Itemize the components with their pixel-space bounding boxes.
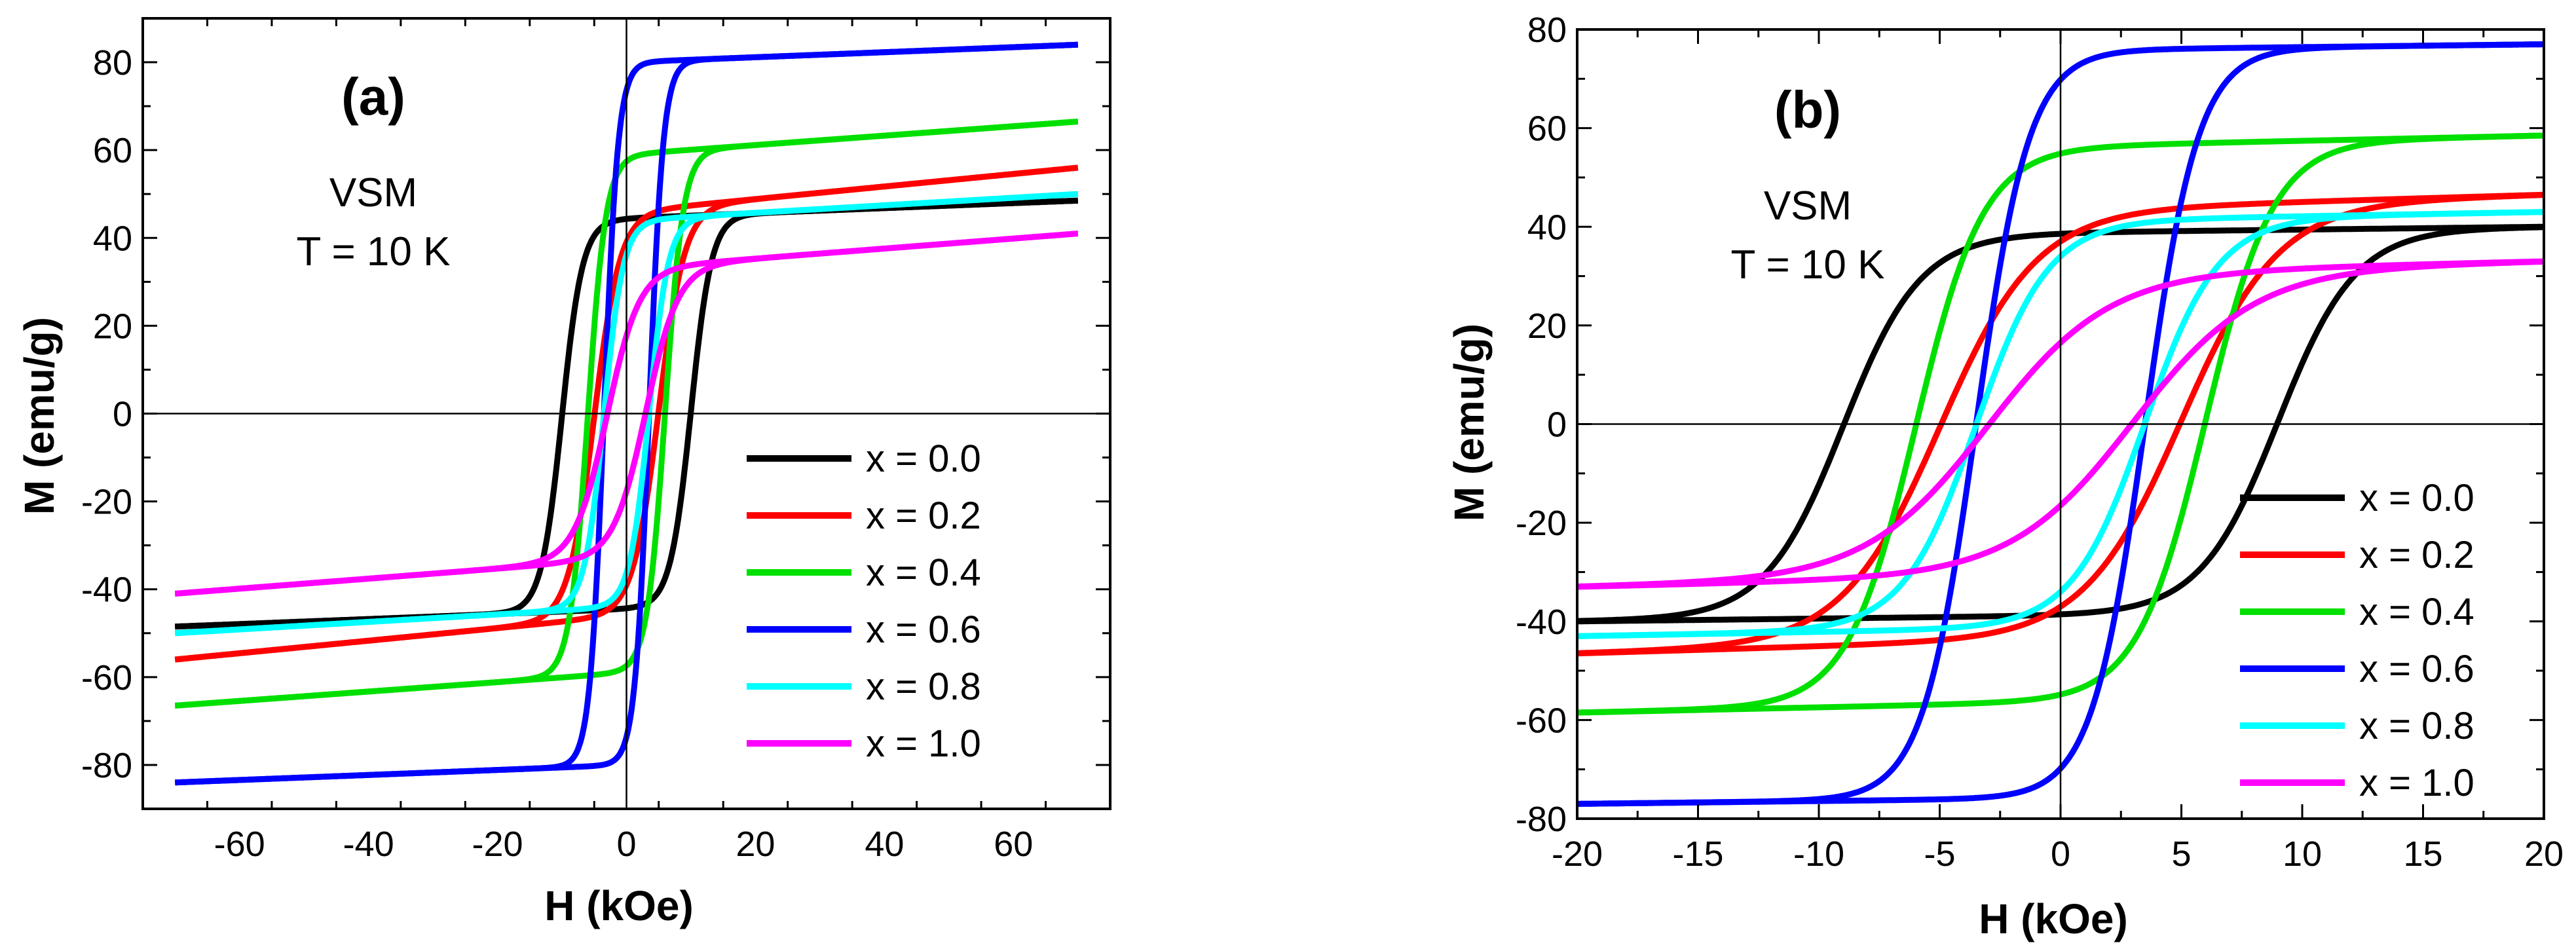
legend-b: x = 0.0 x = 0.2 x = 0.4 x = 0.6 x = 0.8 x = 1… [2240, 477, 2474, 804]
legend-label: x = 1.0 [866, 722, 981, 765]
legend-label: x = 0.2 [2359, 534, 2474, 576]
x-tick-label: -20 [472, 825, 523, 864]
zero-lines-b [1577, 29, 2544, 819]
zero-lines-a [143, 18, 1110, 809]
legend-a: x = 0.0 x = 0.2 x = 0.4 x = 0.6 x = 0.8 x = 1… [747, 437, 981, 765]
panel-label-b: (b) [1774, 81, 1841, 139]
x-tick-label: -15 [1672, 834, 1723, 874]
y-tick-label: 80 [93, 43, 132, 83]
x-tick-label: -5 [1924, 834, 1955, 874]
legend-label: x = 0.6 [2359, 648, 2474, 690]
x-tick-label: 20 [2524, 834, 2564, 874]
annotation-instrument-a: VSM [329, 170, 417, 215]
y-tick-label: 60 [93, 131, 132, 170]
x-tick-label: 60 [994, 825, 1033, 864]
x-tick-label: 20 [736, 825, 775, 864]
y-tick-label: -20 [81, 483, 132, 522]
panel-a: -60 -40 -20 0 20 40 60 -80 -60 -40 -20 0 20 40 60 80 (a… [16, 17, 1111, 929]
x-axis-title-a: H (kOe) [544, 882, 694, 929]
x-axis-title-b: H (kOe) [1979, 895, 2128, 942]
y-tick-label: -80 [81, 746, 132, 785]
annotation-temperature-b: T = 10 K [1731, 242, 1885, 288]
x-tick-label: 0 [616, 825, 636, 864]
y-tick-label: 20 [93, 307, 132, 346]
x-tick-label: 0 [2051, 834, 2070, 874]
x-tick-label: -20 [1552, 834, 1603, 874]
annotation-temperature-a: T = 10 K [297, 229, 451, 274]
legend-label: x = 0.4 [2359, 591, 2474, 633]
ticks-b: -20 -15 -10 -5 0 5 10 15 20 -80 -60 -40 -20 0 20 40 60 80 [1516, 10, 2564, 874]
legend-label: x = 0.8 [2359, 705, 2474, 747]
ticks-a: -60 -40 -20 0 20 40 60 -80 -60 -40 -20 0 20 40 60 80 [81, 17, 1111, 864]
x-tick-label: 5 [2171, 834, 2191, 874]
y-tick-label: 40 [93, 219, 132, 258]
y-tick-label: -60 [81, 658, 132, 698]
y-axis-title-a: M (emu/g) [16, 317, 63, 515]
y-tick-label: 40 [1527, 208, 1567, 247]
x-tick-label: 15 [2403, 834, 2442, 874]
legend-label: x = 1.0 [2359, 762, 2474, 804]
annotation-instrument-b: VSM [1764, 183, 1852, 229]
y-tick-label: -80 [1516, 800, 1567, 839]
legend-label: x = 0.4 [866, 551, 981, 594]
y-tick-label: -40 [81, 570, 132, 610]
y-tick-label: -20 [1516, 504, 1567, 543]
y-tick-label: 0 [1547, 405, 1567, 445]
y-tick-label: 80 [1527, 10, 1567, 50]
x-tick-label: -10 [1793, 834, 1844, 874]
legend-label: x = 0.0 [866, 437, 981, 480]
x-tick-label: -60 [214, 825, 265, 864]
y-tick-label: 60 [1527, 109, 1567, 149]
x-tick-label: -40 [343, 825, 394, 864]
panel-label-a: (a) [341, 67, 405, 126]
legend-label: x = 0.8 [866, 665, 981, 708]
y-tick-label: 20 [1527, 307, 1567, 346]
y-tick-label: -40 [1516, 603, 1567, 642]
x-tick-label: 10 [2283, 834, 2322, 874]
legend-label: x = 0.0 [2359, 477, 2474, 519]
legend-label: x = 0.6 [866, 608, 981, 651]
y-axis-title-b: M (emu/g) [1446, 324, 1493, 521]
y-tick-label: -60 [1516, 701, 1567, 740]
x-tick-label: 40 [865, 825, 904, 864]
panel-b: -20 -15 -10 -5 0 5 10 15 20 -80 -60 -40 -20 0 20 40 60 80… [1446, 10, 2564, 942]
y-tick-label: 0 [113, 395, 132, 434]
legend-label: x = 0.2 [866, 494, 981, 537]
